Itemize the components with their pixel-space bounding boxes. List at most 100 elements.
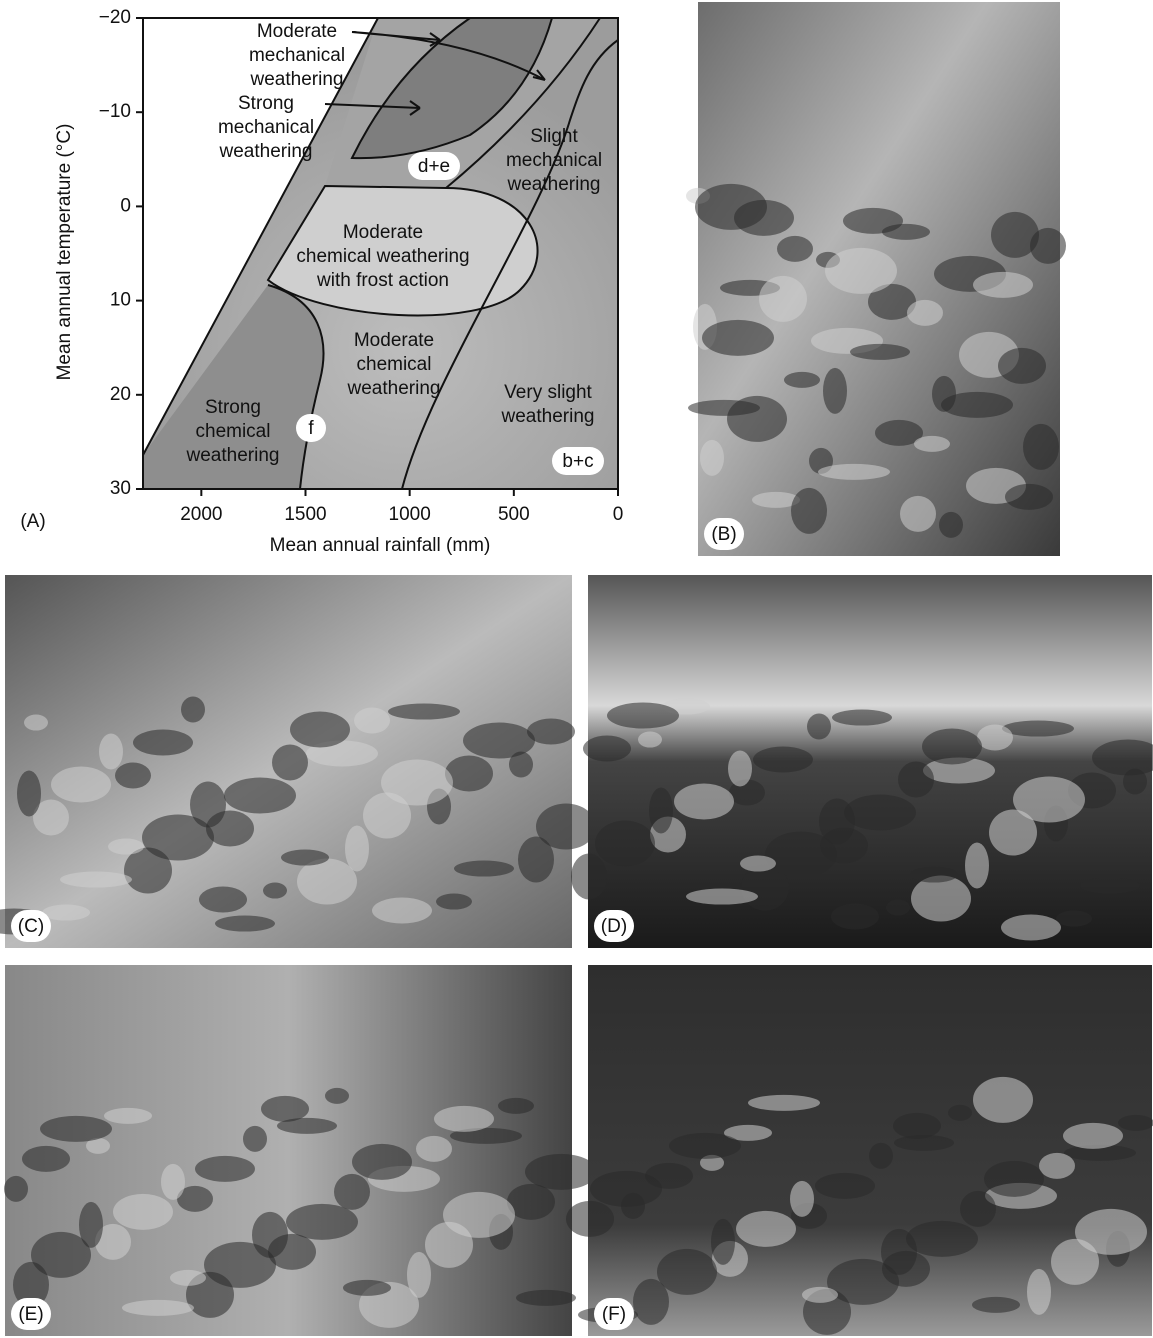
rock [122, 1299, 194, 1316]
y-axis-title: Mean annual temperature (°C) [54, 124, 75, 381]
rock [711, 1218, 735, 1265]
region-label: Strong [238, 93, 294, 114]
badge [296, 414, 326, 442]
rock [977, 724, 1013, 751]
rock [1051, 1238, 1099, 1285]
rock [868, 283, 916, 320]
rock [407, 1251, 431, 1298]
rock [832, 709, 892, 726]
x-axis-title: Mean annual rainfall (mm) [270, 535, 491, 556]
region-label: mechanical [249, 45, 345, 66]
rock [199, 886, 247, 913]
frost-zone [266, 184, 539, 317]
photo-label: (D) [601, 916, 627, 937]
rock [1027, 1268, 1051, 1315]
region-label: Slight [530, 126, 578, 147]
badge-label: b+c [562, 451, 593, 472]
rock [818, 463, 890, 480]
rock [170, 1269, 206, 1286]
rock [802, 1286, 838, 1303]
x-tick-label: 1000 [389, 504, 431, 525]
rock [998, 347, 1046, 384]
rock [17, 770, 41, 817]
rock [939, 511, 963, 538]
rock [965, 842, 989, 889]
rock [108, 838, 144, 855]
rock [686, 888, 758, 905]
rock [354, 707, 390, 734]
rock [115, 762, 151, 789]
rock [177, 1185, 213, 1212]
rock [886, 899, 910, 916]
rock [831, 903, 879, 930]
rock [450, 1127, 522, 1144]
rock [674, 783, 734, 820]
rock [345, 825, 369, 872]
boundary [401, 39, 619, 490]
rock [454, 860, 514, 877]
rock [281, 849, 329, 866]
region-label: Moderate [257, 21, 337, 42]
rock [252, 1211, 288, 1258]
rock [161, 1163, 185, 1200]
rock [727, 395, 787, 442]
rock [99, 733, 123, 770]
rock [728, 750, 752, 787]
rock [893, 1112, 941, 1139]
rock [984, 1160, 1044, 1197]
rock [875, 419, 923, 446]
rock [1056, 910, 1092, 927]
region-label: chemical weathering [296, 246, 469, 267]
rock [911, 875, 971, 922]
rock [734, 199, 794, 236]
y-tick-label: 20 [110, 384, 131, 405]
rock [1092, 739, 1153, 776]
rock [204, 1241, 276, 1288]
region-label: Very slight [504, 382, 592, 403]
y-tick-label: 0 [120, 195, 131, 216]
rock [807, 713, 831, 740]
rock [1075, 1208, 1147, 1255]
x-tick-label: 500 [498, 504, 530, 525]
region-label: weathering [250, 69, 344, 90]
rock [363, 792, 411, 839]
rock [1023, 423, 1059, 470]
rock [649, 787, 673, 834]
rock [334, 1173, 370, 1210]
rock [827, 1258, 899, 1305]
boundary [267, 284, 325, 490]
rock [633, 1278, 669, 1325]
rock [525, 1153, 597, 1190]
rock [825, 247, 897, 294]
rock [823, 367, 847, 414]
rock [740, 855, 776, 872]
photo-label: (F) [602, 1304, 626, 1325]
rock [791, 487, 827, 534]
rock [590, 1170, 662, 1207]
rock [13, 1261, 49, 1308]
rock [748, 1094, 820, 1111]
rock [352, 1143, 412, 1180]
rock [95, 1223, 131, 1260]
rock [113, 1193, 173, 1230]
rock [1013, 776, 1085, 823]
diagram [142, 17, 619, 490]
rock [42, 904, 90, 921]
badge-label: d+e [418, 156, 450, 177]
rock [759, 275, 807, 322]
rock [290, 711, 350, 748]
rock [941, 391, 1013, 418]
rock [914, 435, 950, 452]
photo-label-bg [594, 910, 634, 942]
rock [973, 1076, 1033, 1123]
y-tick-label: −10 [99, 101, 131, 122]
rock [4, 1175, 28, 1202]
rock [989, 809, 1037, 856]
photo-label-bg [704, 518, 744, 550]
rock [381, 759, 453, 806]
rock [297, 858, 357, 905]
rock [51, 766, 111, 803]
region-label: weathering [501, 406, 595, 427]
rock [898, 761, 934, 798]
